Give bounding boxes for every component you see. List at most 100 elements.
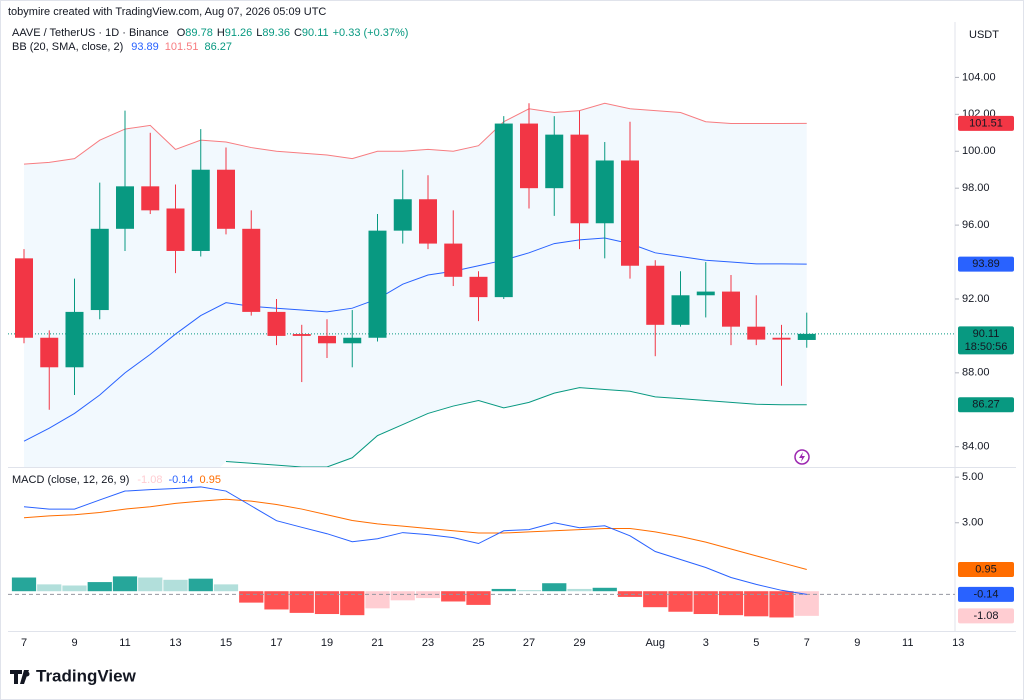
candle-body [444, 243, 463, 277]
x-tick-label: 9 [71, 637, 77, 649]
currency: USDT [969, 29, 999, 41]
histogram-bar [188, 578, 213, 592]
candle-body [671, 295, 690, 325]
histogram-bar [769, 591, 794, 618]
histogram-bar [516, 590, 542, 592]
x-tick-label: 9 [854, 637, 860, 649]
histogram-bar [693, 591, 718, 615]
candle-body [343, 337, 362, 344]
histogram-bar [794, 591, 819, 616]
x-tick-label: Aug [645, 637, 665, 649]
histogram-bar [744, 591, 769, 617]
candle-body [722, 291, 740, 327]
middle-tag-box [958, 256, 1014, 272]
band-value: 93.89 [131, 41, 159, 53]
ohlc-label: L [256, 27, 262, 39]
upper-tag: 101.51 [969, 117, 1003, 129]
candle-body [797, 333, 816, 340]
ohlc-value: 89.36 [262, 27, 290, 39]
candle-body [772, 337, 791, 340]
candle-body [621, 160, 639, 266]
legend: BB (20, SMA, close, 2) 93.89 101.51 86.27 [12, 41, 232, 53]
candle-body [65, 311, 84, 368]
band-value: 101.51 [165, 41, 199, 53]
x-tick-label: 25 [472, 637, 484, 649]
x-tick-label: 29 [573, 637, 585, 649]
y-tick-label: 96.00 [962, 219, 990, 231]
histogram-value: -1.08 [137, 474, 162, 486]
x-tick-label: 23 [422, 637, 434, 649]
histogram-bar [567, 588, 592, 592]
x-tick-label: 15 [220, 637, 232, 649]
histogram-bar [314, 591, 340, 615]
histogram-bar [466, 591, 491, 605]
indicator-name: BB (20, SMA, close, 2) [12, 41, 123, 53]
candle-body [419, 199, 437, 244]
histogram-bar [112, 576, 138, 592]
ohlc-label: H [217, 27, 225, 39]
macd-tag-box [958, 586, 1014, 602]
x-tick-label: 3 [703, 637, 709, 649]
histogram-bar [718, 591, 744, 616]
lower-tag: 86.27 [972, 399, 1000, 411]
signal-tag-box [958, 562, 1014, 578]
candle-body [469, 276, 488, 298]
y-tick-label: 3.00 [962, 517, 983, 529]
candle-body [747, 326, 766, 340]
candle-body [368, 230, 387, 338]
y-tick-label: 104.00 [962, 71, 996, 83]
close-tag-extra: 18:50:56 [965, 341, 1008, 353]
candle-body [570, 134, 589, 224]
histogram-bar [62, 585, 87, 592]
header: tobymire created with TradingView.com, A… [8, 6, 326, 18]
candle-body [494, 123, 513, 298]
y-tick-label: 84.00 [962, 441, 990, 453]
x-tick-label: 11 [119, 637, 130, 649]
candle-body [292, 334, 311, 336]
macd-line [23, 486, 807, 595]
histogram-bar [365, 591, 390, 609]
logo-text: TradingView [36, 666, 137, 685]
legend: MACD (close, 12, 26, 9) -1.08 -0.14 0.95 [12, 474, 221, 486]
ohlc-value: 90.11 [302, 27, 329, 39]
alert-circle [794, 449, 810, 465]
candle-body [141, 186, 160, 211]
histogram-bar [592, 587, 617, 592]
candle-body [646, 265, 665, 325]
band-value: 86.27 [204, 41, 232, 53]
x-tick-label: 13 [952, 637, 964, 649]
alert-icon [794, 449, 810, 465]
ohlc-label: O [177, 27, 186, 39]
x-tick-label: 17 [270, 637, 282, 649]
x-tick-label: 27 [523, 637, 535, 649]
histogram-bar [340, 591, 365, 616]
y-tick-label: 88.00 [962, 367, 990, 379]
signal-value: 0.95 [200, 474, 221, 486]
x-tick-label: 19 [321, 637, 333, 649]
candle-body [217, 169, 235, 229]
x-tick-label: 7 [804, 637, 810, 649]
candle-body [116, 186, 134, 229]
candle-body [696, 291, 715, 296]
signal-tag: 0.95 [975, 563, 996, 575]
histogram-bar [138, 577, 163, 592]
histogram-bar [37, 584, 62, 592]
macd-value: -0.14 [168, 474, 193, 486]
histogram-bar [643, 591, 668, 608]
legend: AAVE / TetherUS · 1D · Binance O89.78 H91.… [12, 27, 408, 39]
close-tag: 90.11 [973, 328, 1000, 340]
candle-body [242, 228, 261, 312]
middle-tag: 93.89 [972, 258, 1000, 270]
candle-body [40, 337, 59, 368]
alert-bolt [799, 452, 805, 462]
histogram-bar [163, 579, 188, 592]
histogram-bar [491, 588, 516, 592]
histogram-tag-box [958, 608, 1014, 624]
histogram-bar [213, 584, 239, 592]
currency-box [960, 24, 1010, 46]
candle-body [595, 160, 614, 224]
upper-tag-box [958, 115, 1014, 131]
x-tick-label: 5 [753, 637, 759, 649]
histogram-bar [239, 591, 264, 603]
